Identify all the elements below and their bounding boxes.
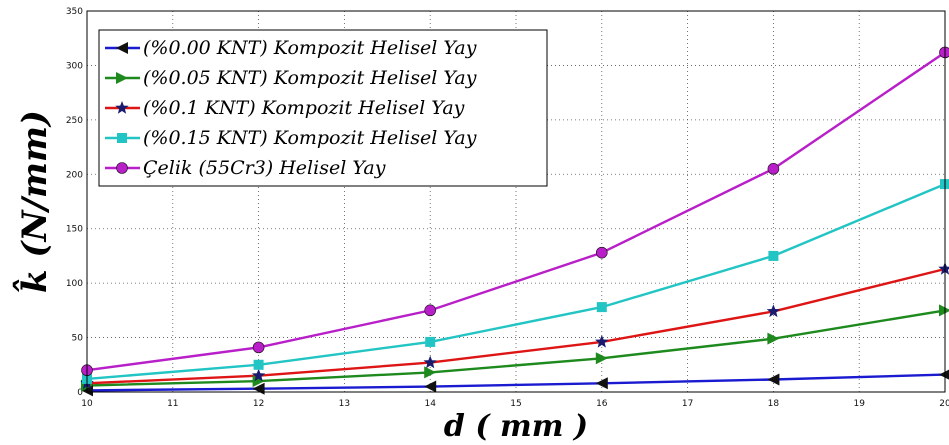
- y-tick-label: 250: [66, 116, 83, 126]
- legend-box: [98, 29, 548, 187]
- x-tick-label: 20: [939, 399, 949, 409]
- series-3-point: [768, 250, 779, 261]
- legend: (%0.00 KNT) Kompozit Helisel Yay (%0.05 K…: [98, 29, 548, 187]
- legend-entry-label: (%0.05 KNT) Kompozit Helisel Yay: [143, 67, 477, 89]
- x-tick-label: 15: [510, 399, 521, 409]
- x-tick-labels: 10 11 12 13 14 15 16 17 18 19 20: [81, 399, 949, 409]
- x-tick-label: 14: [424, 399, 436, 409]
- x-tick-label: 10: [81, 399, 93, 409]
- series-line-1: [86, 309, 946, 387]
- plot-frame: [86, 10, 946, 393]
- y-tick-label: 0: [77, 388, 83, 398]
- series-0-point: [595, 377, 608, 390]
- series-line-3: [86, 182, 946, 381]
- y-tick-label: 200: [66, 170, 83, 180]
- x-tick-label: 19: [853, 399, 865, 409]
- y-axis-label: k̂ (N/mm): [13, 110, 55, 293]
- x-tick-label: 18: [768, 399, 780, 409]
- legend-entry-label: Çelik (55Cr3) Helisel Yay: [143, 157, 386, 179]
- y-tick-labels: 0 50 100 150 200 250 300 350: [66, 7, 83, 398]
- legend-marker: [116, 162, 128, 174]
- y-tick-label: 300: [66, 61, 83, 71]
- x-tick-label: 13: [339, 399, 350, 409]
- series-line-4: [86, 51, 946, 372]
- x-tick-label: 12: [253, 399, 264, 409]
- legend-marker: [117, 133, 127, 143]
- series-2-point: [251, 368, 266, 382]
- series-1-point: [424, 366, 437, 379]
- legend-entry-label: (%0.1 KNT) Kompozit Helisel Yay: [143, 97, 465, 119]
- legend-entry-label: (%0.00 KNT) Kompozit Helisel Yay: [143, 37, 477, 59]
- series-1-point: [939, 304, 949, 317]
- series-3-point: [596, 302, 607, 313]
- series-2-point: [595, 334, 609, 348]
- legend-marker: [115, 101, 129, 114]
- y-tick-label: 100: [66, 279, 83, 289]
- y-tick-label: 150: [66, 225, 83, 235]
- series-line-2: [86, 267, 946, 385]
- legend-marker: [116, 72, 128, 84]
- series-2-point: [766, 304, 781, 318]
- series-line-0: [86, 373, 946, 392]
- series-1-point: [595, 352, 608, 365]
- series-2-point: [938, 262, 949, 275]
- x-axis-label: d ( mm ): [444, 409, 588, 444]
- series-3-point: [425, 336, 436, 347]
- series-4-point: [595, 246, 608, 259]
- x-tick-label: 16: [596, 399, 608, 409]
- series-3-point: [253, 359, 264, 370]
- legend-marker: [116, 42, 128, 54]
- x-tick-label: 17: [682, 399, 693, 409]
- series-2-point: [423, 355, 437, 369]
- series-0-point: [939, 369, 949, 380]
- series-0-point: [767, 373, 780, 386]
- series-lines: [86, 51, 946, 392]
- series-1-point: [767, 332, 780, 345]
- series-4-point: [767, 163, 780, 175]
- series-4-point: [939, 46, 949, 59]
- y-tick-label: 350: [66, 7, 83, 17]
- x-tick-label: 11: [167, 399, 178, 409]
- y-tick-label: 50: [72, 334, 84, 344]
- series-4-point: [252, 341, 265, 354]
- series-4-point: [424, 304, 437, 317]
- legend-entry-label: (%0.15 KNT) Kompozit Helisel Yay: [143, 127, 477, 149]
- series-0-point: [424, 380, 437, 393]
